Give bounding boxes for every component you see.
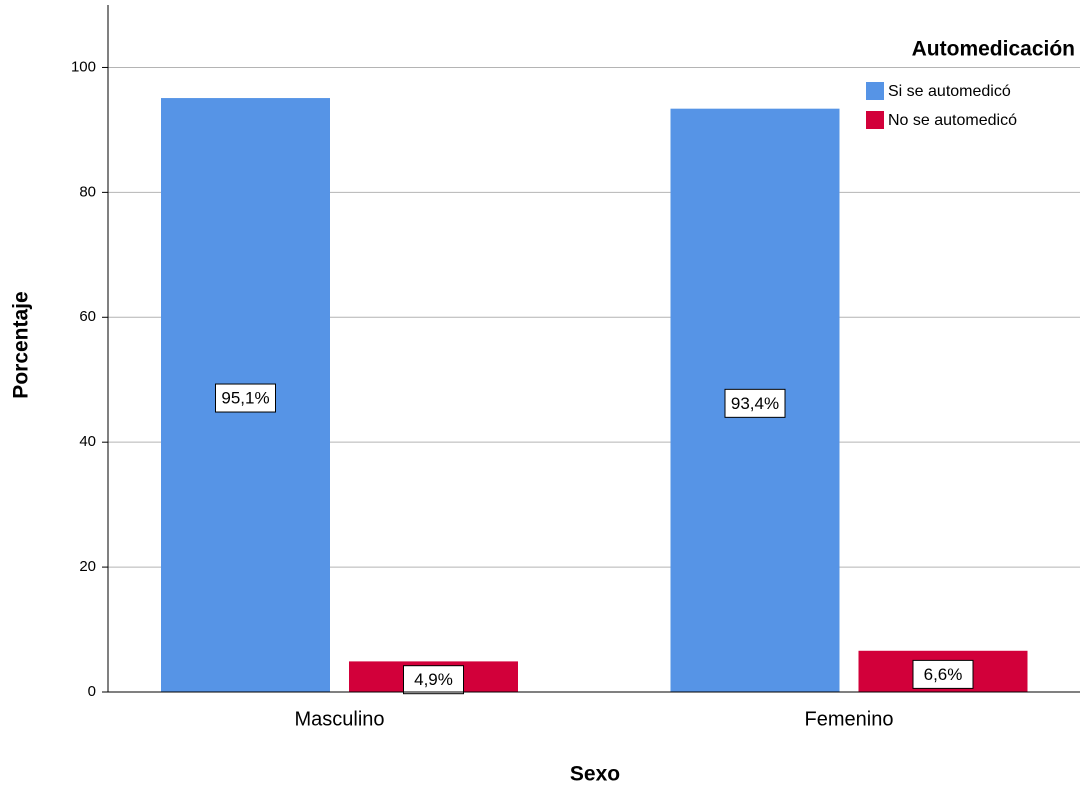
legend-swatch [866, 82, 884, 100]
legend-title: Automedicación [912, 38, 1075, 61]
data-label: 95,1% [221, 389, 269, 408]
data-label: 93,4% [731, 394, 779, 413]
y-tick-label: 80 [79, 183, 96, 200]
y-tick-label: 60 [79, 308, 96, 325]
y-tick-label: 0 [88, 683, 96, 700]
legend-swatch [866, 111, 884, 129]
data-label-box [215, 383, 276, 413]
x-tick-label: Femenino [805, 708, 894, 730]
legend-label: Si se automedicó [888, 83, 1011, 100]
data-label-box [403, 665, 464, 695]
data-label: 4,9% [414, 670, 453, 689]
y-tick-label: 20 [79, 558, 96, 575]
data-label-box [912, 659, 974, 689]
y-tick-label: 100 [71, 58, 96, 75]
data-label-box [724, 388, 786, 418]
x-axis-label: Sexo [570, 763, 620, 786]
data-label: 6,6% [924, 665, 963, 684]
x-tick-label: Masculino [294, 708, 384, 730]
y-axis-label: Porcentaje [10, 291, 33, 398]
legend-label: No se automedicó [888, 112, 1017, 129]
y-tick-label: 40 [79, 433, 96, 450]
